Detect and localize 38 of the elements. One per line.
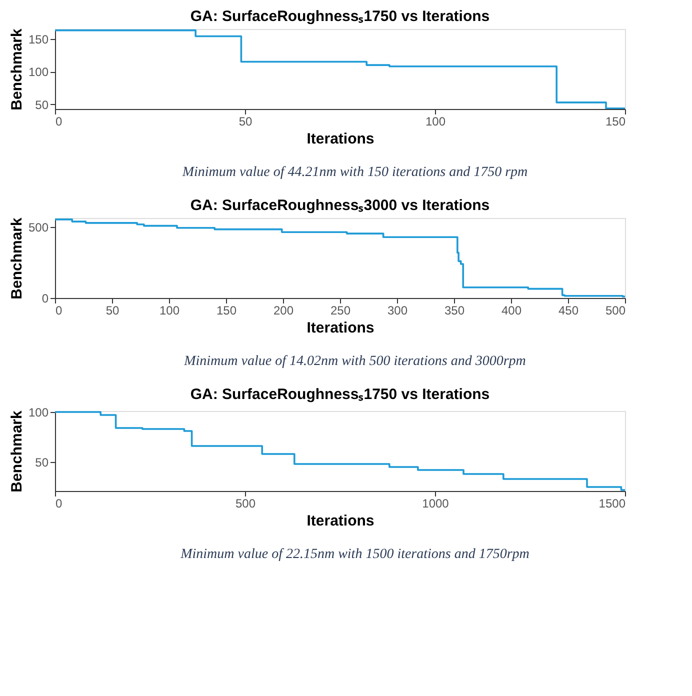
x-tick-label: 0 xyxy=(56,114,62,128)
x-tick-label: 150 xyxy=(216,304,237,318)
y-axis-title: Benchmark xyxy=(8,410,26,492)
y-tick-label: 150 xyxy=(28,32,49,46)
x-axis-title: Iterations xyxy=(306,512,374,530)
x-tick-label: 200 xyxy=(273,304,294,318)
y-tick-label: 100 xyxy=(28,406,49,420)
text: Minimum value of 14.02nm with 500 iterations and 3000rpm xyxy=(183,354,526,369)
x-axis-title: Iterations xyxy=(306,320,374,336)
y-axis-title: Benchmark xyxy=(8,28,26,110)
x-tick-label: 0 xyxy=(56,304,62,318)
y-axis-title: Benchmark xyxy=(8,216,26,300)
y-tick-label: 50 xyxy=(35,456,49,470)
x-tick-label: 150 xyxy=(605,114,626,128)
chart-title: GA: SurfaceRoughnessₛ3000 vs Iterations xyxy=(190,197,490,214)
y-tick-label: 500 xyxy=(28,220,49,235)
x-tick-label: 300 xyxy=(387,304,408,318)
y-tick-label: 0 xyxy=(42,292,49,306)
x-tick-label: 1000 xyxy=(422,496,450,510)
chart-title: GA: SurfaceRoughnessₛ1750 vs Iterations xyxy=(190,8,490,26)
y-tick-label: 100 xyxy=(28,65,49,80)
text: Minimum value of 22.15nm with 1500 iterations and 1750rpm xyxy=(180,547,530,562)
x-tick-label: 100 xyxy=(159,304,180,318)
x-tick-label: 50 xyxy=(106,304,120,318)
x-tick-label: 250 xyxy=(330,304,351,318)
x-tick-label: 350 xyxy=(444,304,465,318)
x-tick-label: 450 xyxy=(558,304,579,318)
text: Minimum value of 44.21nm with 150 iterations and 1750 rpm xyxy=(181,165,528,180)
x-tick-label: 500 xyxy=(605,304,626,318)
x-tick-label: 0 xyxy=(56,496,62,510)
x-tick-label: 400 xyxy=(501,304,522,318)
x-tick-label: 500 xyxy=(235,496,256,510)
x-tick-label: 100 xyxy=(425,114,446,128)
x-tick-label: 1500 xyxy=(598,496,626,510)
x-axis-title: Iterations xyxy=(306,130,374,148)
y-tick-label: 50 xyxy=(35,98,49,112)
x-tick-label: 50 xyxy=(238,114,252,128)
chart-title: GA: SurfaceRoughnessₛ1750 vs Iterations xyxy=(190,386,490,403)
